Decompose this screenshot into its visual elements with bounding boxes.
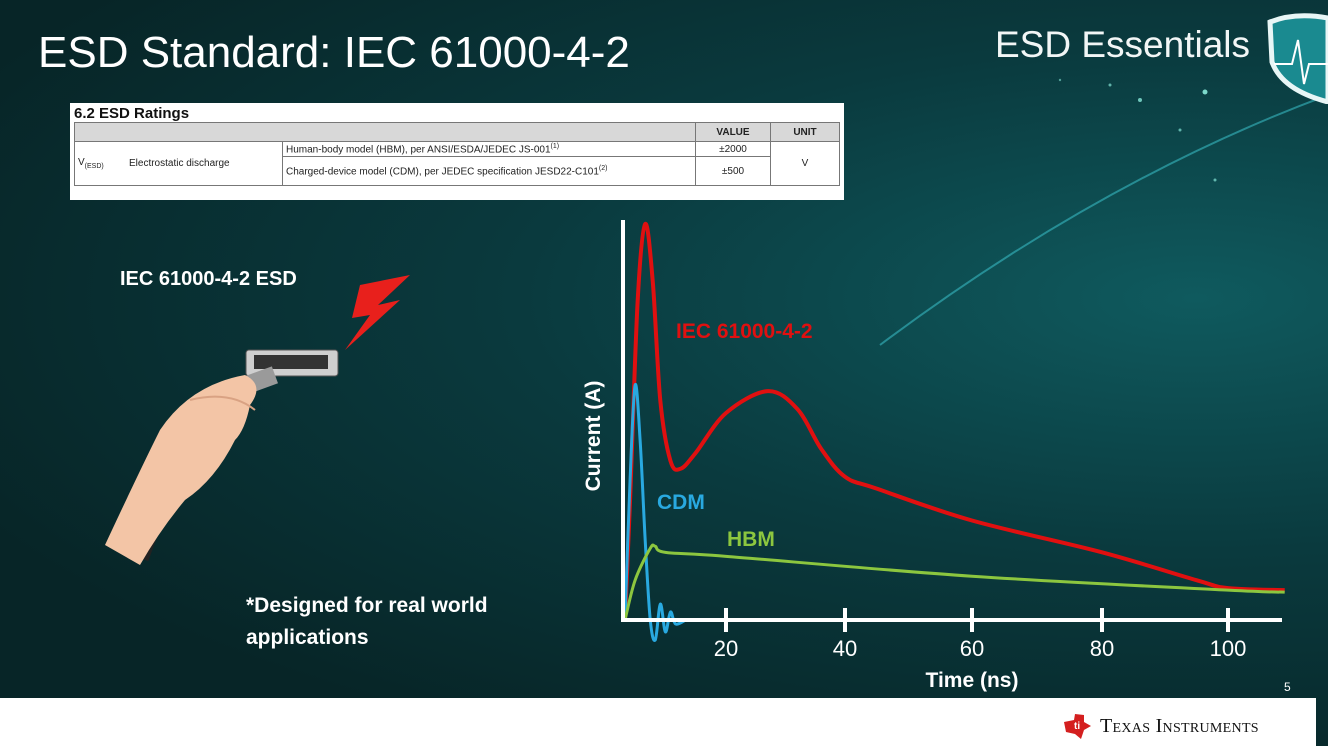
parameter-cell: Electrostatic discharge [126,140,283,187]
hbm-value: ±2000 [695,140,771,158]
ti-wordmark: Texas Instruments [1100,714,1259,737]
real-world-note: *Designed for real world applications [246,594,488,649]
table-heading: 6.2 ESD Ratings [74,105,190,122]
symbol-cell: V(ESD) [74,140,126,187]
esd-ratings-table: 6.2 ESD Ratings VALUE UNIT V(ESD) Electr… [70,103,844,200]
x-tick-label: 100 [1210,636,1247,661]
y-axis-label: Current (A) [582,381,605,492]
ti-logo: ti Texas Instruments [1062,712,1259,740]
slide-title: ESD Standard: IEC 61000-4-2 [38,28,630,77]
series-label-cdm: CDM [657,491,705,514]
cdm-value: ±500 [695,156,771,187]
page-number: 5 [1284,680,1291,694]
svg-text:ti: ti [1074,721,1080,732]
cdm-condition: Charged-device model (CDM), per JEDEC sp… [282,156,696,187]
iec-esd-label: IEC 61000-4-2 ESD [120,268,297,290]
header-value: VALUE [695,122,771,142]
ti-logo-icon: ti [1064,714,1091,739]
header-unit: UNIT [770,122,840,142]
hand-holding-hdmi-illustration [105,275,410,565]
series-line-hbm [623,543,1285,621]
footer-bar [0,698,1316,746]
header-blank [74,122,696,142]
series-label-hbm: HBM [727,528,775,551]
x-tick-label: 80 [1090,636,1114,661]
series-line-iec-61000-4-2 [623,221,1285,621]
brand-title: ESD Essentials [995,24,1250,65]
unit-cell: V [770,140,840,187]
x-axis-label: Time (ns) [926,669,1019,692]
x-tick-label: 60 [960,636,984,661]
x-tick-label: 20 [714,636,738,661]
lightning-bolt-icon [345,275,410,350]
x-tick-label: 40 [833,636,857,661]
series-label-iec: IEC 61000-4-2 [676,320,813,343]
